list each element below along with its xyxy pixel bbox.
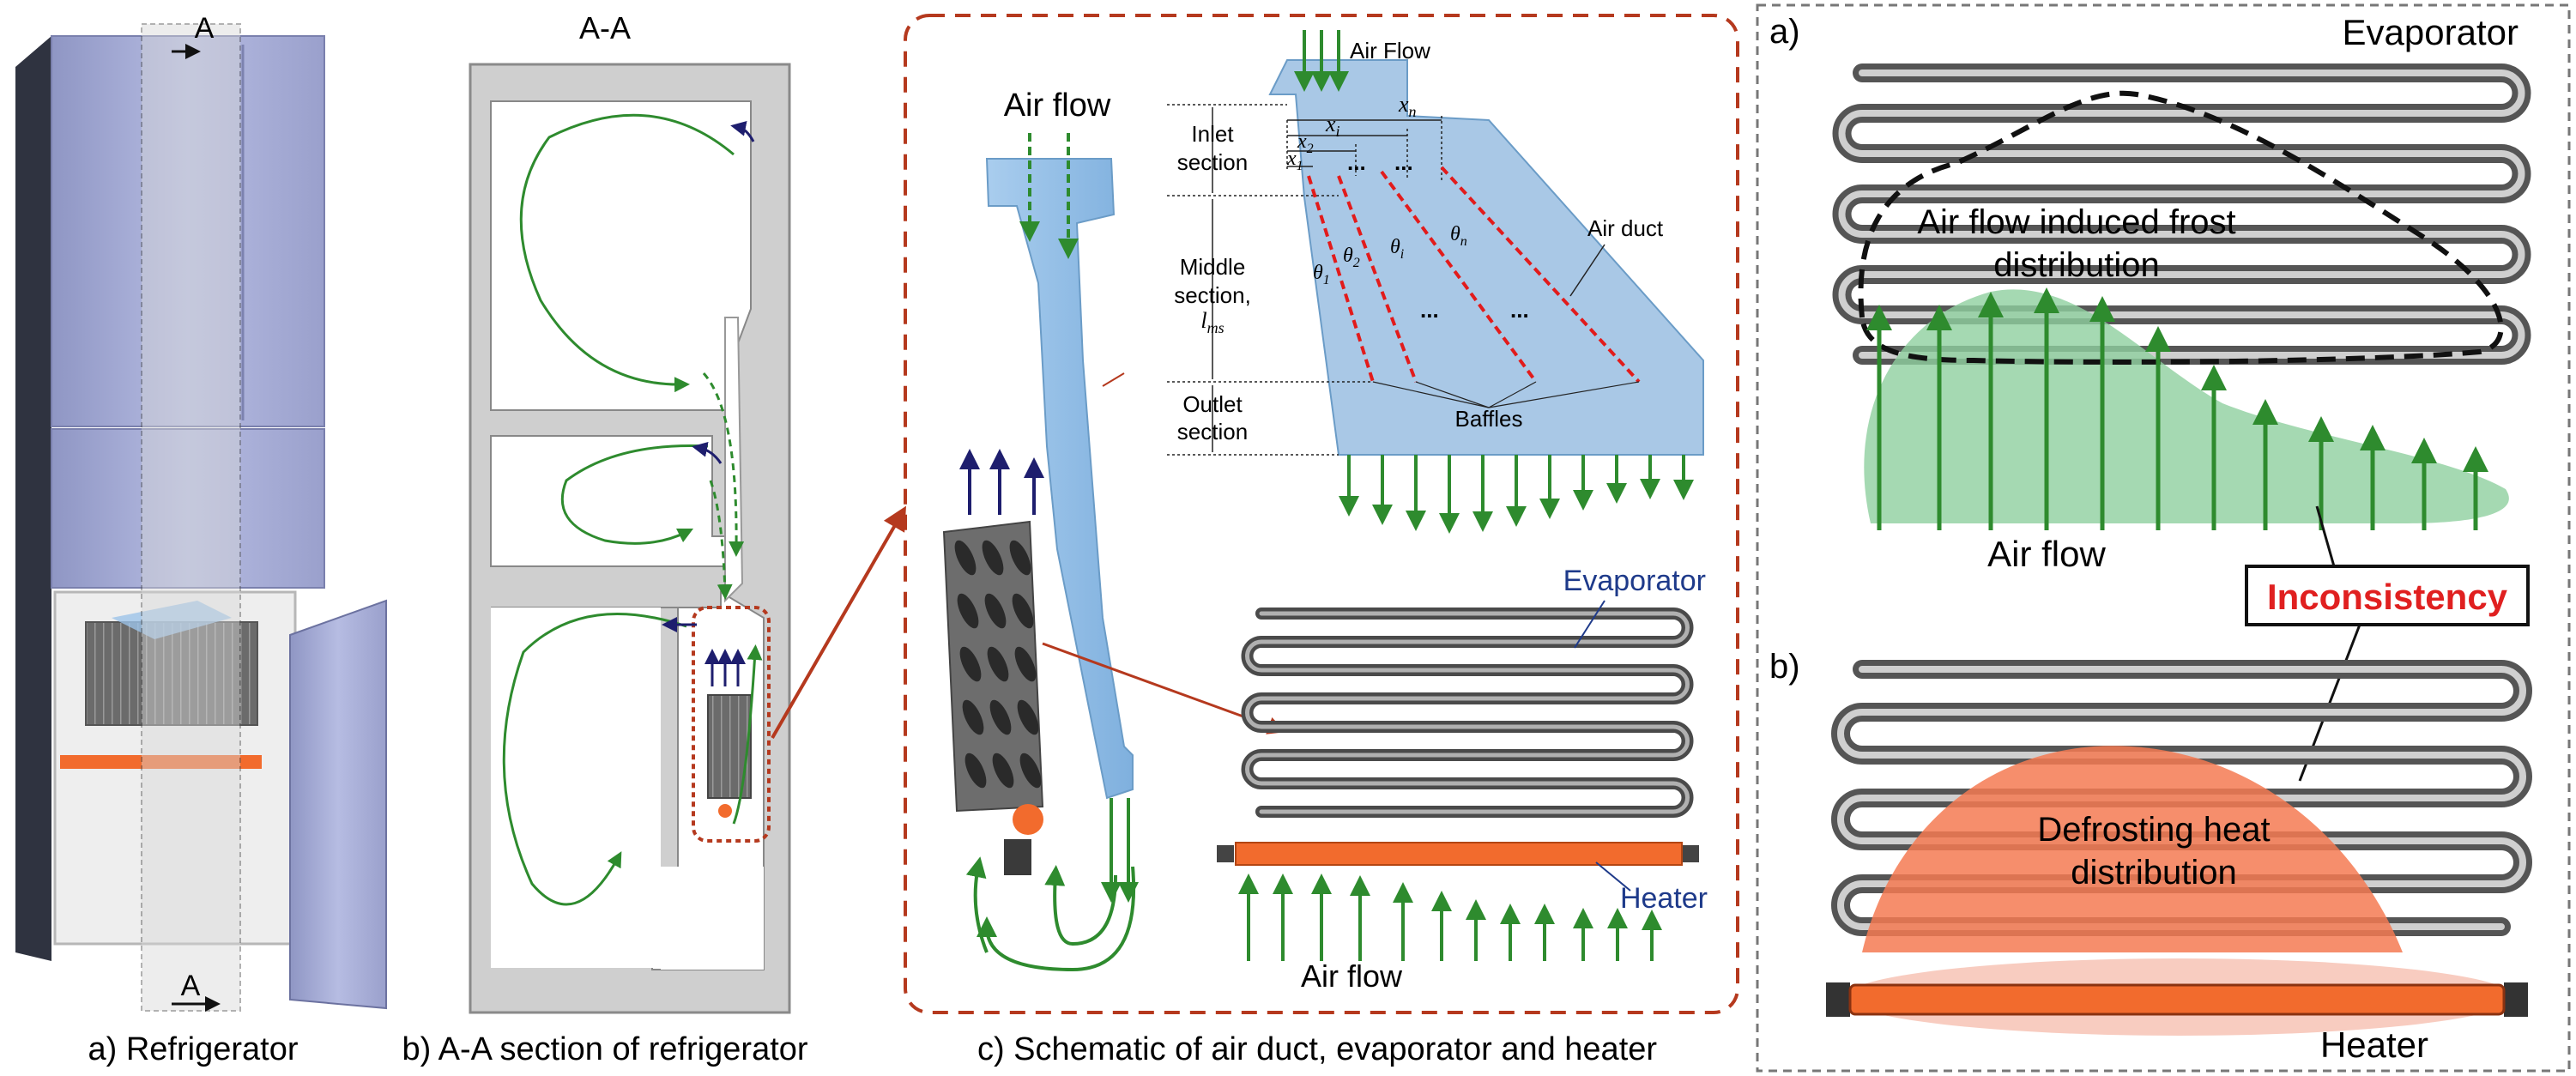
fin-hole [984,593,1007,629]
sub-label-a: a) [1769,13,1800,51]
airflow-bottom-label: Air flow [1301,958,1403,994]
sub-label-b: b) [1769,648,1800,686]
airflow-d-label: Air flow [1987,534,2106,574]
section-dimensions [1167,104,1442,456]
panel-b-section: A-A b) A-A section of refrigerator [402,10,807,1067]
airflow-arrows-d [1866,287,2488,530]
theta-2-label: θ2 [1343,245,1360,270]
evaporator-a-label: Evaporator [2343,12,2519,52]
fin-hole [1017,699,1039,735]
evaporator-a [1832,63,2531,365]
fan-motor [1013,804,1043,835]
x-1-label: x1 [1286,148,1303,173]
panel-d-inconsistency: a) b) Evaporator Air flow induced frost … [1756,3,2571,1073]
airflow-duct-label: Air Flow [1350,38,1430,63]
x-n-label: xn [1398,92,1417,120]
zoom-arrow [771,505,906,739]
panel-d-frame [1756,3,2571,1073]
heat-label-1: Defrosting heat [2037,811,2270,849]
fin-hole [959,646,982,682]
panel-a-refrigerator: A A a) Refrigerator [15,12,387,1067]
middle-section-label-1: Middle [1180,254,1246,280]
frost-label-1: Air flow induced frost [1917,203,2235,241]
section-mark-bottom: A [181,970,201,1002]
baffles-lines [1307,166,1641,384]
x-2-label: x2 [1297,130,1314,156]
section-mark-top: A [195,12,215,45]
fin-hole [982,540,1004,576]
ellipsis-2: ... [1394,149,1413,175]
theta-1-label: θ1 [1313,262,1330,287]
fresh-compartment [490,100,752,411]
caption-panel-a: a) Refrigerator [88,1031,299,1067]
outlet-section-label-2: section [1177,419,1248,444]
evaporator-label: Evaporator [1563,565,1706,597]
fin-hole [992,753,1014,789]
outlet-section-label-1: Outlet [1182,391,1243,417]
heater-d-label: Heater [2320,1025,2428,1065]
fin-hole [1014,646,1037,682]
fin-hole [962,699,984,735]
fin-hole [1019,753,1042,789]
fin-holes [954,540,1042,789]
fin-hole [964,753,987,789]
fin-hole [957,593,979,629]
fridge-open-door [289,599,387,1010]
fin-hole [1009,540,1031,576]
fridge-top-door [51,35,325,427]
fridge-middle-door [51,428,325,589]
heater-air-arrows [1238,873,1662,961]
duct-highlight-box [692,606,771,843]
x-i-label: xi [1325,112,1340,140]
panel-b-title: A-A [579,10,631,45]
heater-d [1826,982,2528,1017]
heater-rod [1217,842,1699,866]
frost-label-2: distribution [1993,246,2159,284]
inconsistency-label: Inconsistency [2267,577,2508,617]
caption-panel-b: b) A-A section of refrigerator [402,1031,807,1067]
theta-n-label: θn [1450,223,1467,249]
evaporator-coil [1241,608,1694,818]
airflow-distribution [1864,289,2509,523]
inlet-section-label-1: Inlet [1191,121,1234,147]
duct-cross-section [1268,59,1704,456]
baffles-label: Baffles [1454,406,1522,432]
duct-outlet-arrows [1339,455,1694,534]
duct-side-view [985,158,1134,800]
lms-label: lms [1200,308,1224,336]
ellipsis-3: ... [1420,297,1439,323]
panel-c-schematic: Air flow Air Flow [904,14,1739,1067]
air-duct-label: Air duct [1587,215,1664,241]
section-plane [141,23,241,1012]
fin-block [942,520,1044,813]
inconsistency-box [2245,565,2530,626]
panel-c-frame [904,14,1739,1014]
heater-label: Heater [1620,882,1708,915]
middle-compartment [490,435,735,567]
fin-hole [987,646,1009,682]
middle-section-label-2: section, [1174,282,1251,308]
fin-hole [989,699,1012,735]
fin-hole [954,540,977,576]
ellipsis-4: ... [1510,297,1529,323]
fin-hole [1012,593,1034,629]
heat-label-2: distribution [2071,854,2236,892]
frost-distribution-outline [1858,90,2504,365]
fridge-side-shadow [15,36,51,961]
mini-evaporator [707,694,752,799]
heat-distribution [1862,746,2403,952]
theta-i-label: θi [1390,236,1404,262]
inlet-section-label-2: section [1177,149,1248,175]
airflow-top-label: Air flow [1004,88,1111,124]
ellipsis-1: ... [1347,149,1366,175]
caption-panel-c: c) Schematic of air duct, evaporator and… [977,1031,1657,1067]
